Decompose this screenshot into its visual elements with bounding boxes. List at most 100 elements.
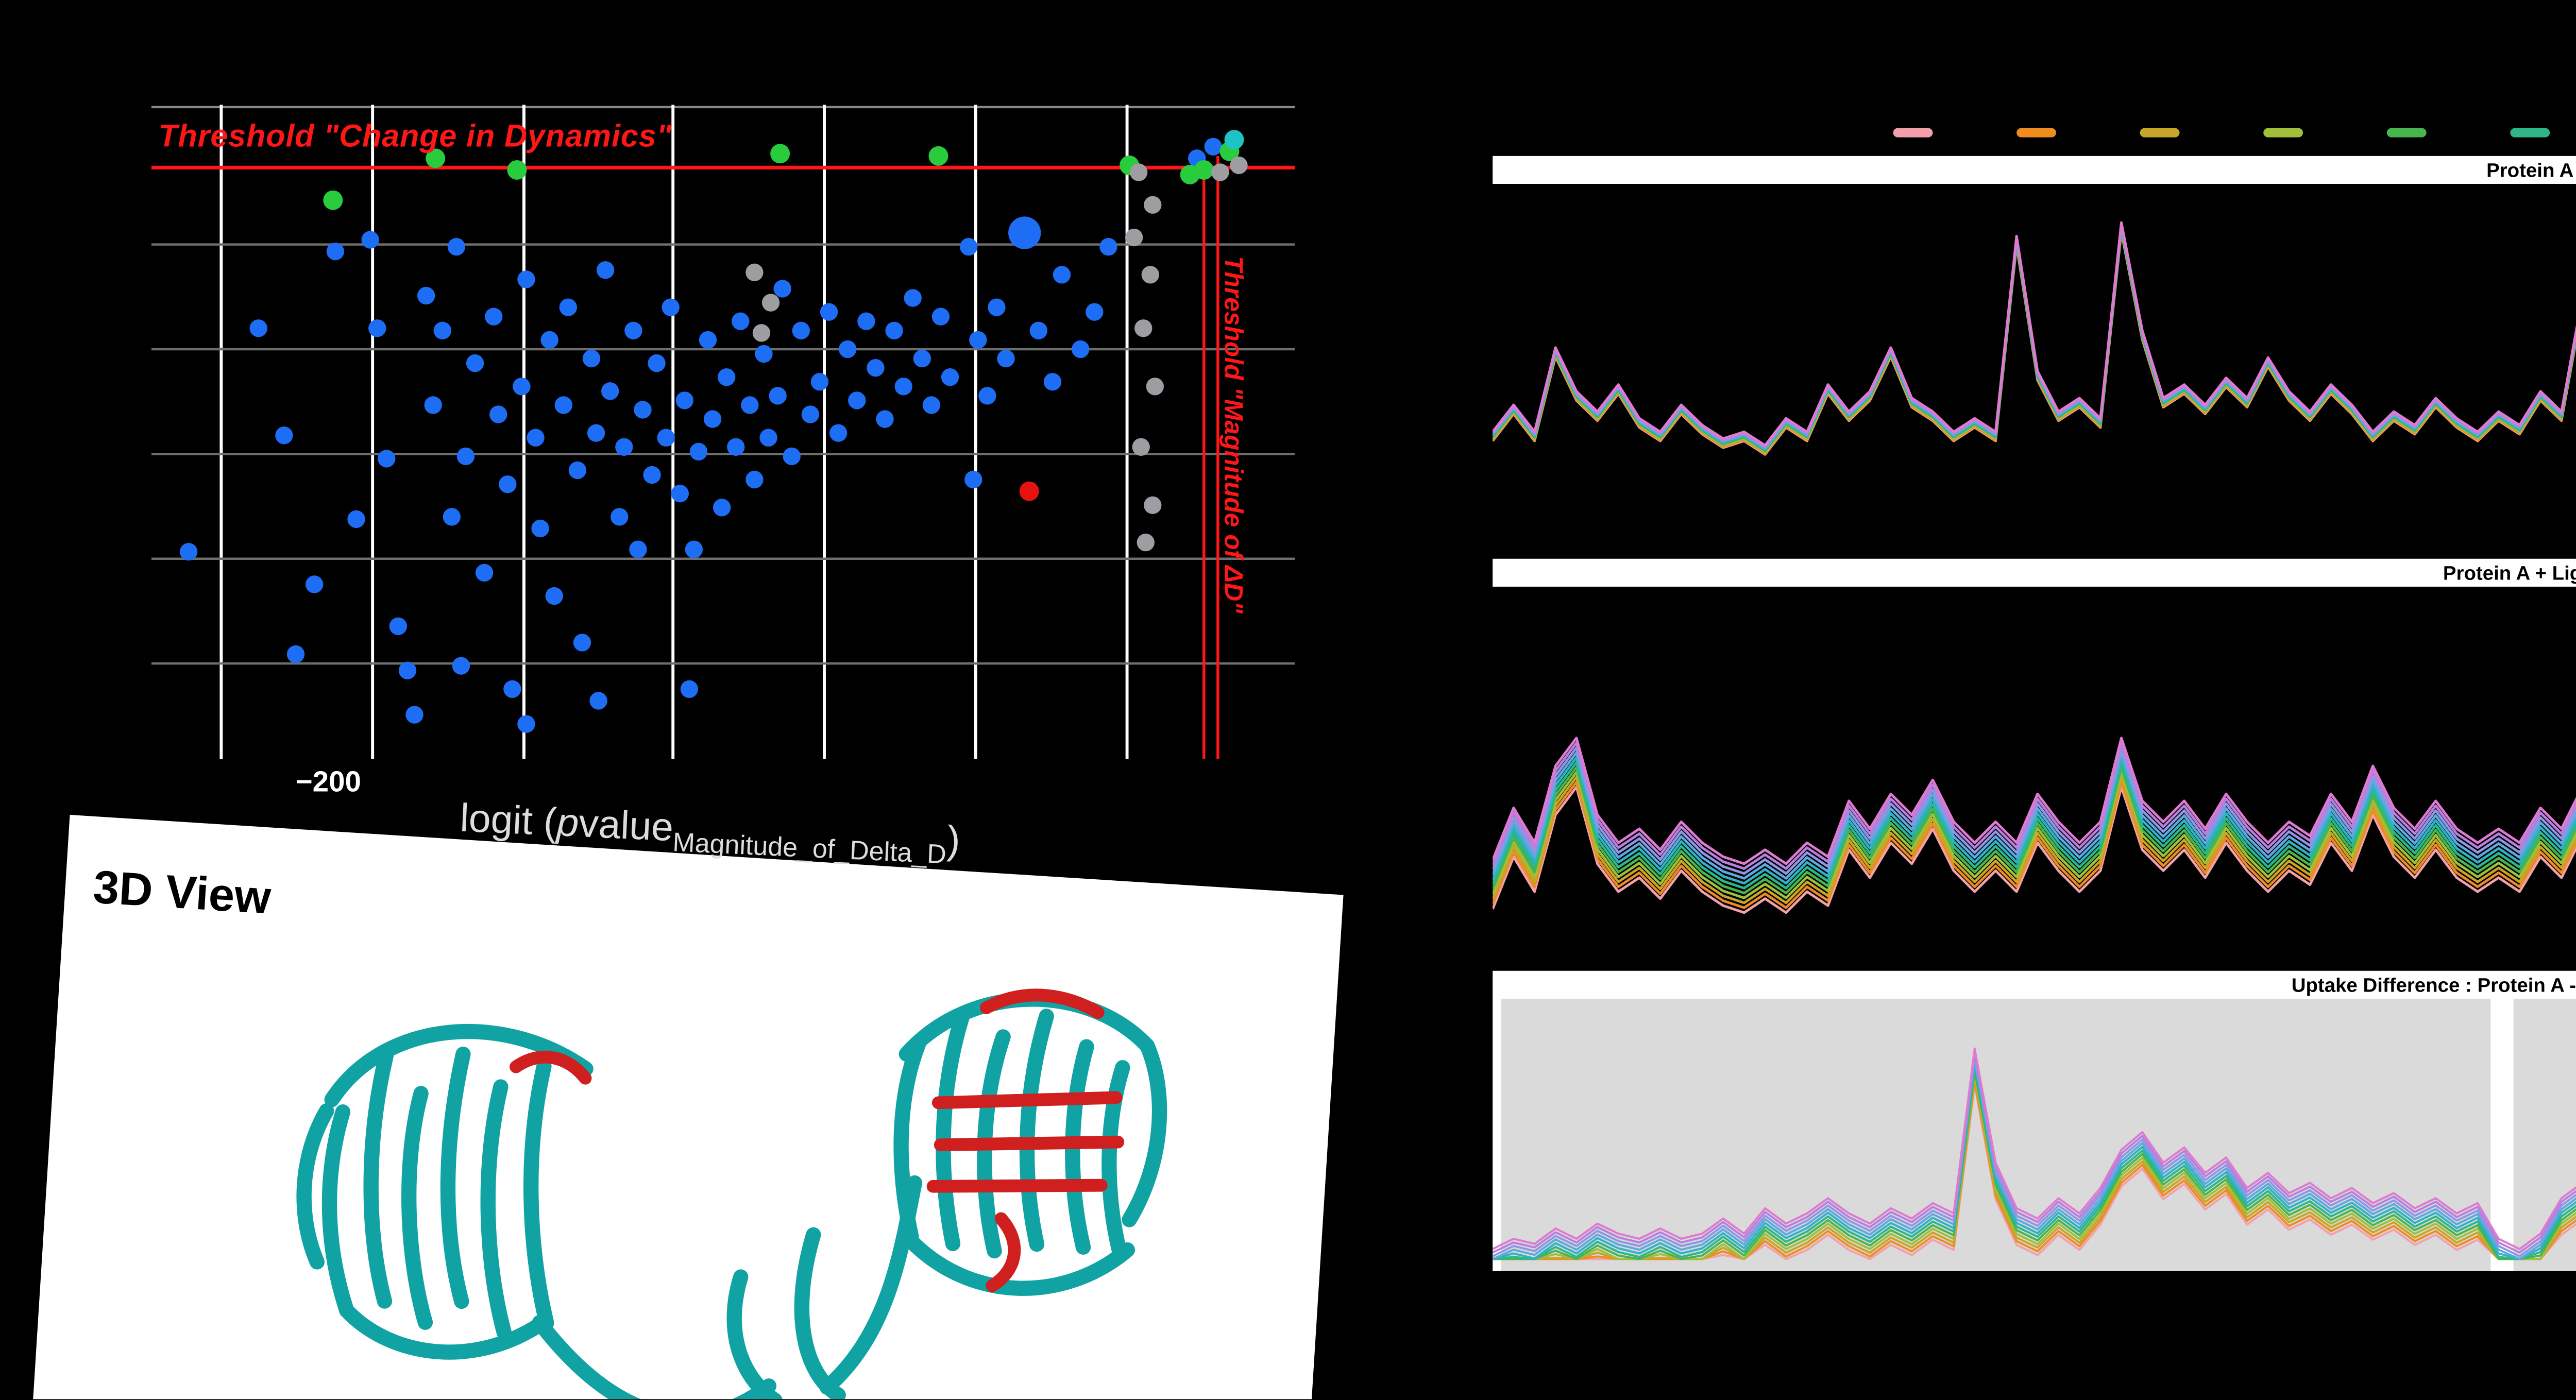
chart-area-uptake-difference[interactable] bbox=[1493, 998, 2576, 1271]
scatter-point-gray-points[interactable] bbox=[752, 324, 771, 342]
scatter-point-blue-points[interactable] bbox=[634, 401, 652, 419]
scatter-point-blue-points[interactable] bbox=[941, 368, 959, 386]
uptake-series-line[interactable] bbox=[1493, 1072, 2576, 1260]
uptake-series-line[interactable] bbox=[1493, 647, 2576, 875]
scatter-point-blue-points[interactable] bbox=[417, 286, 435, 305]
scatter-point-gray-points[interactable] bbox=[761, 294, 780, 312]
scatter-point-green-points[interactable] bbox=[1194, 160, 1214, 180]
scatter-point-blue-points[interactable] bbox=[629, 540, 647, 558]
scatter-point-blue-points[interactable] bbox=[447, 237, 466, 256]
uptake-series-line[interactable] bbox=[1493, 221, 2576, 447]
scatter-point-blue-points[interactable] bbox=[964, 470, 982, 489]
scatter-point-blue-points[interactable] bbox=[648, 354, 666, 372]
scatter-point-blue-points[interactable] bbox=[443, 508, 461, 526]
scatter-point-blue-points[interactable] bbox=[894, 378, 912, 396]
scatter-point-green-points[interactable] bbox=[323, 190, 343, 210]
scatter-point-blue-points[interactable] bbox=[489, 405, 507, 423]
scatter-point-blue-points[interactable] bbox=[398, 661, 417, 679]
scatter-point-blue-points[interactable] bbox=[347, 510, 365, 528]
scatter-point-blue-points[interactable] bbox=[759, 429, 777, 447]
scatter-point-blue-points[interactable] bbox=[573, 634, 591, 652]
chart-area-protein-a[interactable] bbox=[1493, 184, 2576, 540]
scatter-point-blue-points[interactable] bbox=[1072, 340, 1090, 358]
protein-structure[interactable] bbox=[27, 815, 1343, 1400]
scatter-point-blue-points[interactable] bbox=[1043, 373, 1062, 391]
scatter-point-blue-points[interactable] bbox=[839, 340, 857, 358]
scatter-point-gray-points[interactable] bbox=[1146, 378, 1164, 396]
scatter-point-blue-points[interactable] bbox=[922, 396, 941, 414]
legend-dash[interactable] bbox=[2263, 128, 2303, 137]
scatter-point-blue-points[interactable] bbox=[405, 706, 423, 724]
scatter-point-blue-points[interactable] bbox=[485, 308, 503, 326]
uptake-series-line[interactable] bbox=[1493, 682, 2576, 899]
scatter-point-green-points[interactable] bbox=[770, 144, 790, 164]
scatter-point-blue-points[interactable] bbox=[773, 280, 791, 298]
scatter-point-blue-points[interactable] bbox=[960, 237, 978, 256]
uptake-series-line[interactable] bbox=[1493, 654, 2576, 880]
scatter-point-blue-points[interactable] bbox=[179, 543, 198, 561]
scatter-point-blue-points[interactable] bbox=[657, 429, 675, 447]
chart-area-protein-a-ligand[interactable] bbox=[1493, 586, 2576, 955]
scatter-point-blue-points[interactable] bbox=[378, 450, 396, 468]
scatter-point-blue-points[interactable] bbox=[389, 617, 408, 636]
uptake-series-line[interactable] bbox=[1493, 1062, 2576, 1260]
uptake-series-line[interactable] bbox=[1493, 689, 2576, 904]
uptake-series-line[interactable] bbox=[1493, 222, 2576, 448]
scatter-point-blue-points[interactable] bbox=[559, 298, 578, 316]
scatter-point-gray-points[interactable] bbox=[1144, 196, 1162, 214]
scatter-point-blue-points[interactable] bbox=[783, 447, 801, 466]
scatter-point-blue-points[interactable] bbox=[820, 303, 838, 321]
scatter-point-blue-points[interactable] bbox=[611, 508, 629, 526]
scatter-point-blue-points[interactable] bbox=[643, 466, 661, 484]
scatter-point-blue-points[interactable] bbox=[601, 382, 619, 400]
legend-dash[interactable] bbox=[2140, 128, 2180, 137]
uptake-series-line[interactable] bbox=[1493, 696, 2576, 909]
uptake-series-line[interactable] bbox=[1493, 1051, 2576, 1257]
scatter-point-gray-points[interactable] bbox=[1125, 228, 1143, 247]
scatter-point-gray-points[interactable] bbox=[1230, 156, 1248, 175]
legend-dash[interactable] bbox=[1893, 128, 1933, 137]
scatter-point-blue-points[interactable] bbox=[361, 231, 379, 249]
scatter-point-blue-points[interactable] bbox=[848, 391, 866, 409]
scatter-point-blue-points[interactable] bbox=[718, 368, 736, 386]
scatter-point-blue-points[interactable] bbox=[829, 424, 848, 442]
scatter-point-blue-points[interactable] bbox=[997, 349, 1015, 368]
scatter-point-blue-points[interactable] bbox=[1204, 138, 1222, 156]
uptake-series-line[interactable] bbox=[1493, 703, 2576, 914]
scatter-point-blue-points[interactable] bbox=[913, 349, 931, 368]
scatter-point-gray-points[interactable] bbox=[1211, 163, 1229, 181]
scatter-point-blue-points[interactable] bbox=[1086, 303, 1104, 321]
scatter-point-blue-points[interactable] bbox=[527, 429, 545, 447]
scatter-point-blue-points[interactable] bbox=[540, 331, 558, 349]
uptake-series-line[interactable] bbox=[1493, 640, 2576, 870]
scatter-point-blue-points[interactable] bbox=[456, 447, 475, 466]
uptake-series-line[interactable] bbox=[1493, 224, 2576, 450]
scatter-point-blue-points[interactable] bbox=[727, 438, 745, 456]
scatter-point-blue-points[interactable] bbox=[685, 540, 703, 558]
scatter-point-blue-points[interactable] bbox=[713, 499, 731, 517]
scatter-point-blue-points[interactable] bbox=[810, 373, 829, 391]
scatter-point-blue-points[interactable] bbox=[503, 680, 521, 698]
uptake-series-line[interactable] bbox=[1493, 1069, 2576, 1260]
scatter-point-blue-points[interactable] bbox=[275, 426, 293, 445]
scatter-point-blue-points[interactable] bbox=[867, 358, 885, 377]
scatter-point-blue-points[interactable] bbox=[582, 349, 601, 368]
scatter-point-blue-points[interactable] bbox=[931, 308, 950, 326]
uptake-series-line[interactable] bbox=[1493, 1047, 2576, 1254]
scatter-point-blue-points[interactable] bbox=[745, 470, 764, 489]
scatter-point-gray-points[interactable] bbox=[1134, 319, 1153, 337]
scatter-point-green-points[interactable] bbox=[507, 160, 527, 180]
scatter-point-blue-points[interactable] bbox=[545, 587, 563, 605]
scatter-point-blue-points[interactable] bbox=[326, 242, 345, 261]
scatter-point-blue-points[interactable] bbox=[857, 312, 875, 330]
scatter-point-blue-points[interactable] bbox=[596, 261, 615, 279]
legend-dash[interactable] bbox=[2386, 128, 2427, 137]
scatter-point-blue-points[interactable] bbox=[732, 312, 750, 330]
scatter-point-blue-large-point[interactable] bbox=[1008, 216, 1041, 249]
uptake-series-line[interactable] bbox=[1493, 230, 2576, 509]
scatter-point-blue-points[interactable] bbox=[988, 298, 1006, 316]
uptake-series-line[interactable] bbox=[1493, 225, 2576, 455]
scatter-point-blue-points[interactable] bbox=[517, 715, 535, 733]
scatter-point-blue-points[interactable] bbox=[286, 645, 305, 663]
scatter-point-teal-points[interactable] bbox=[1224, 130, 1244, 150]
